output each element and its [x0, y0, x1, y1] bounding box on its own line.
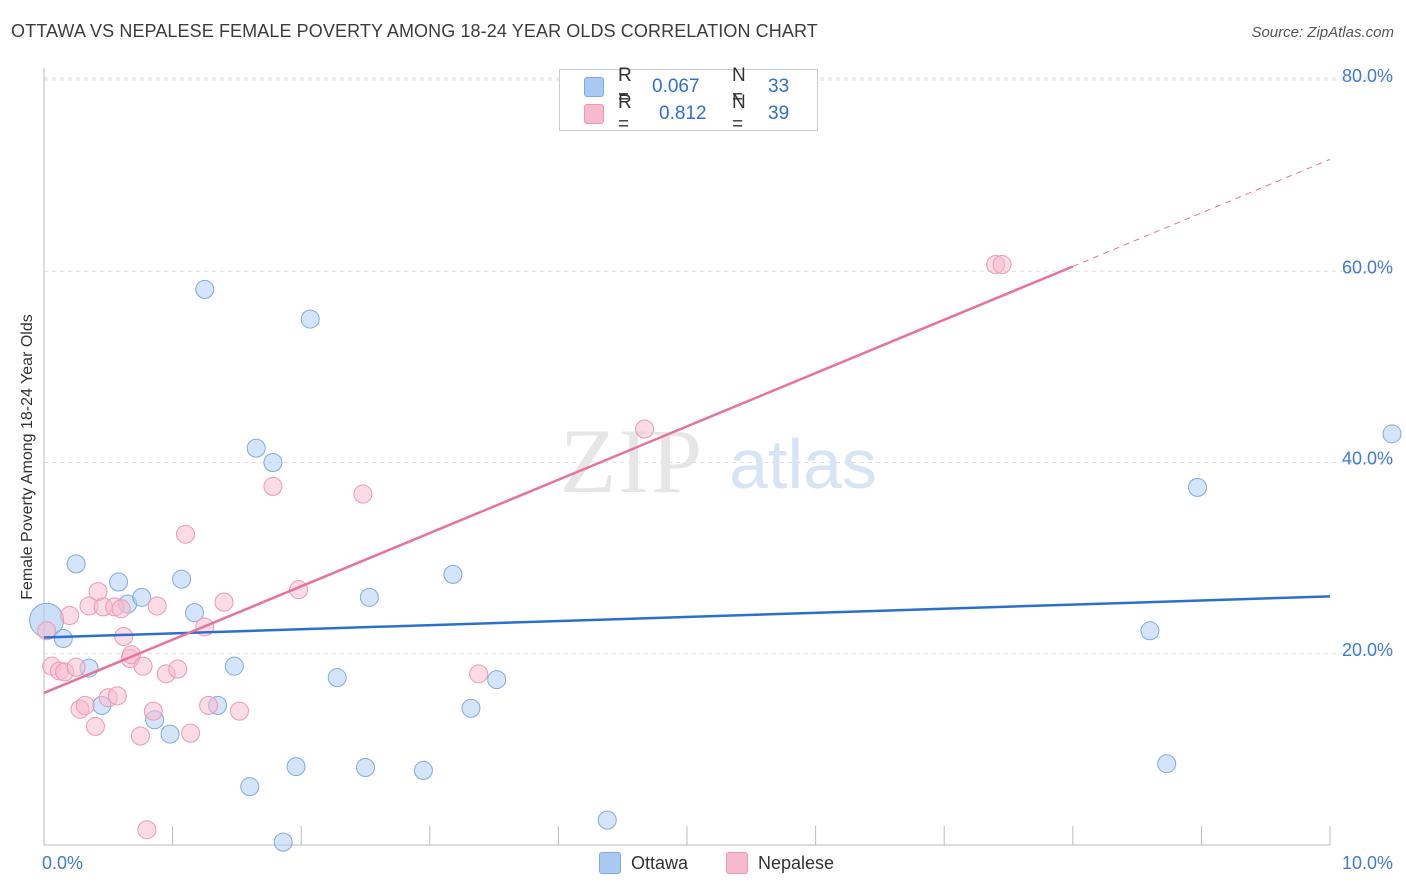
- y-tick-label: 40.0%: [1342, 449, 1393, 469]
- nepalese-point: [263, 476, 283, 496]
- ottawa-point: [263, 453, 283, 472]
- legend-r-value: 0.067: [652, 76, 700, 97]
- nepalese-point: [111, 599, 131, 619]
- nepalese-point: [353, 484, 373, 504]
- ottawa-point: [1188, 477, 1208, 497]
- legend-r-value: 0.812: [659, 103, 707, 124]
- nepalese-point: [37, 621, 57, 641]
- ottawa-point: [327, 668, 347, 688]
- x-tick-label: 0.0%: [42, 853, 83, 873]
- ottawa-point: [487, 670, 507, 690]
- x-tick-label: 10.0%: [1342, 853, 1393, 873]
- ottawa-point: [160, 724, 180, 744]
- stats-legend: R = 0.067 N = 33 R = 0.812 N = 39: [559, 65, 818, 135]
- ottawa-point: [172, 569, 192, 589]
- y-tick-label: 60.0%: [1342, 257, 1393, 277]
- legend-swatch-ottawa: [599, 852, 621, 874]
- source-label: Source: ZipAtlas.com: [1251, 24, 1394, 41]
- nepalese-point: [147, 596, 167, 616]
- nepalese-point: [75, 695, 95, 715]
- nepalese-point: [181, 723, 201, 743]
- legend-item-ottawa: Ottawa: [599, 852, 688, 874]
- legend-n-label: N =: [732, 65, 746, 108]
- ottawa-point: [109, 572, 129, 592]
- ottawa-point: [413, 760, 433, 780]
- ottawa-point: [195, 279, 215, 299]
- ottawa-point: [53, 628, 73, 648]
- legend-r-label: R =: [618, 92, 632, 135]
- legend-n-value: 33: [768, 76, 790, 97]
- legend-n-label: N =: [732, 92, 746, 135]
- ottawa-point: [240, 777, 260, 797]
- ottawa-trend-line: [43, 595, 1331, 639]
- gridlines: [44, 77, 1392, 655]
- nepalese-point: [143, 701, 163, 721]
- ottawa-point: [184, 603, 204, 623]
- ottawa-point: [356, 758, 375, 778]
- y-tick-label: 20.0%: [1342, 640, 1393, 660]
- ottawa-point: [224, 656, 244, 676]
- ottawa-point: [246, 438, 266, 458]
- nepalese-point: [992, 255, 1012, 275]
- nepalese-point: [60, 606, 80, 625]
- axes: [43, 68, 1331, 846]
- nepalese-point: [168, 659, 188, 679]
- ottawa-point: [443, 564, 463, 584]
- ottawa-point: [359, 587, 379, 607]
- ottawa-point: [300, 309, 320, 329]
- nepalese-point: [133, 656, 153, 676]
- chart-title: OTTAWA VS NEPALESE FEMALE POVERTY AMONG …: [11, 21, 818, 41]
- watermark-atlas: atlas: [729, 425, 877, 503]
- nepalese-point: [85, 716, 105, 736]
- y-tick-label: 80.0%: [1342, 66, 1393, 86]
- watermark: ZIP atlas: [560, 410, 877, 512]
- nepalese-point: [107, 686, 127, 706]
- legend-n-value: 39: [768, 103, 790, 124]
- nepalese-trend-line: [43, 265, 1074, 695]
- nepalese-point: [199, 695, 219, 715]
- legend-label-nepalese: Nepalese: [758, 852, 835, 873]
- nepalese-point: [137, 820, 157, 840]
- ottawa-point: [66, 554, 86, 574]
- trend-lines: [43, 158, 1331, 695]
- legend-swatch-ottawa: [584, 77, 604, 97]
- ottawa-point: [273, 832, 293, 852]
- watermark-zip: ZIP: [560, 410, 704, 512]
- legend-swatch-nepalese: [726, 852, 748, 874]
- nepalese-point: [469, 664, 489, 684]
- nepalese-point: [635, 419, 655, 439]
- ottawa-point: [1140, 621, 1160, 641]
- legend-item-nepalese: Nepalese: [726, 852, 834, 874]
- ottawa-point: [597, 810, 617, 830]
- legend-swatch-nepalese: [584, 104, 604, 124]
- ottawa-point: [286, 757, 306, 777]
- ottawa-point: [1157, 754, 1177, 774]
- ottawa-point: [461, 698, 481, 718]
- nepalese-point: [229, 701, 249, 721]
- ottawa-point: [132, 587, 152, 607]
- nepalese-point: [66, 657, 86, 677]
- legend-label-ottawa: Ottawa: [631, 852, 689, 873]
- nepalese-trend-extension: [1072, 158, 1331, 267]
- tick-labels: 20.0% 40.0% 60.0% 80.0% 0.0% 10.0%: [42, 66, 1393, 873]
- data-points: [29, 255, 1402, 852]
- nepalese-point: [130, 726, 150, 746]
- ottawa-point: [1382, 424, 1402, 444]
- legend-r-label: R =: [618, 65, 632, 108]
- nepalese-point: [114, 627, 134, 647]
- nepalese-point: [175, 524, 195, 544]
- nepalese-point: [214, 592, 234, 612]
